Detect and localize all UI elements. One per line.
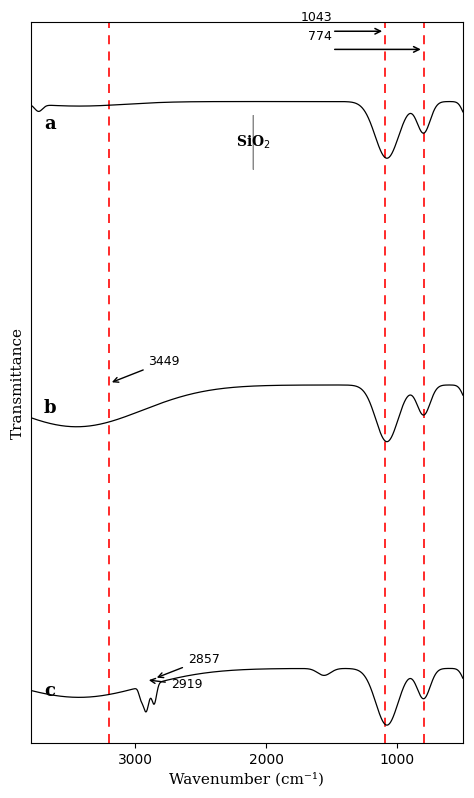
- Text: c: c: [44, 682, 55, 700]
- Text: b: b: [44, 399, 56, 417]
- Y-axis label: Transmittance: Transmittance: [11, 326, 25, 439]
- Text: 3449: 3449: [113, 355, 180, 382]
- Text: 2857: 2857: [158, 653, 220, 678]
- Text: 1043: 1043: [301, 11, 332, 25]
- Text: 2919: 2919: [150, 678, 202, 691]
- Text: SiO$_2$: SiO$_2$: [236, 133, 271, 151]
- Text: 774: 774: [308, 30, 332, 42]
- Text: a: a: [44, 115, 55, 133]
- X-axis label: Wavenumber (cm⁻¹): Wavenumber (cm⁻¹): [169, 772, 324, 787]
